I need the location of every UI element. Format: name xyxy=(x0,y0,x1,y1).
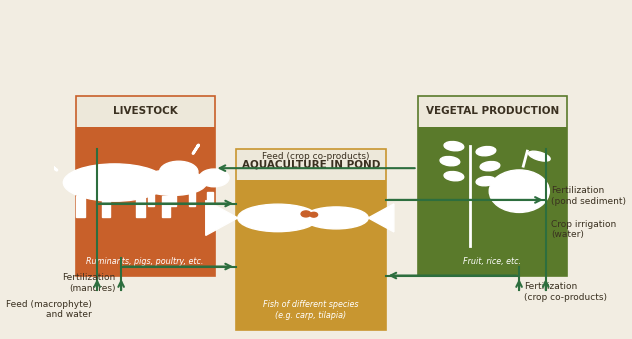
Bar xyxy=(147,192,154,206)
Ellipse shape xyxy=(238,204,318,232)
Text: Ruminants, pigs, poultry, etc.: Ruminants, pigs, poultry, etc. xyxy=(87,257,204,266)
Bar xyxy=(170,192,176,206)
Ellipse shape xyxy=(476,177,496,186)
Polygon shape xyxy=(368,204,394,232)
FancyArrowPatch shape xyxy=(193,145,198,154)
Circle shape xyxy=(301,211,311,217)
Bar xyxy=(76,96,215,276)
Bar xyxy=(76,196,85,217)
Bar xyxy=(188,192,195,206)
Text: Fruit, rice, etc.: Fruit, rice, etc. xyxy=(463,257,521,266)
Text: Crop irrigation
(water): Crop irrigation (water) xyxy=(551,220,616,239)
Bar xyxy=(162,196,170,217)
Ellipse shape xyxy=(476,146,496,156)
Text: Feed (crop co-products): Feed (crop co-products) xyxy=(262,152,370,161)
Text: LIVESTOCK: LIVESTOCK xyxy=(112,106,178,117)
Ellipse shape xyxy=(480,161,500,171)
Text: Fertilization
(crop co-products): Fertilization (crop co-products) xyxy=(525,282,607,302)
Bar xyxy=(418,127,567,276)
Polygon shape xyxy=(206,200,238,235)
Ellipse shape xyxy=(444,172,464,181)
Circle shape xyxy=(310,212,318,217)
Bar xyxy=(76,127,215,276)
Text: Fertilization
(pond sediment): Fertilization (pond sediment) xyxy=(551,186,626,206)
Text: Fish of different species
(e.g. carp, tilapia): Fish of different species (e.g. carp, ti… xyxy=(263,300,358,320)
Bar xyxy=(236,180,386,330)
Bar xyxy=(207,192,214,206)
Bar xyxy=(236,149,386,330)
Bar xyxy=(418,96,567,276)
Ellipse shape xyxy=(139,170,207,195)
Text: Fertilization
(manures): Fertilization (manures) xyxy=(63,273,116,293)
Bar xyxy=(236,180,386,184)
Bar xyxy=(136,196,145,217)
Ellipse shape xyxy=(304,207,368,229)
Ellipse shape xyxy=(489,170,549,213)
Ellipse shape xyxy=(199,169,229,187)
Ellipse shape xyxy=(444,141,464,151)
FancyArrowPatch shape xyxy=(44,160,57,170)
Text: AQUACULTURE IN POND: AQUACULTURE IN POND xyxy=(241,160,380,170)
Bar xyxy=(418,127,567,131)
Ellipse shape xyxy=(440,157,459,166)
Text: Feed (macrophyte)
and water: Feed (macrophyte) and water xyxy=(6,300,92,319)
Ellipse shape xyxy=(159,161,198,183)
Ellipse shape xyxy=(528,151,550,161)
Bar xyxy=(76,127,215,131)
Ellipse shape xyxy=(63,164,166,201)
Bar xyxy=(102,196,111,217)
Text: VEGETAL PRODUCTION: VEGETAL PRODUCTION xyxy=(426,106,559,117)
